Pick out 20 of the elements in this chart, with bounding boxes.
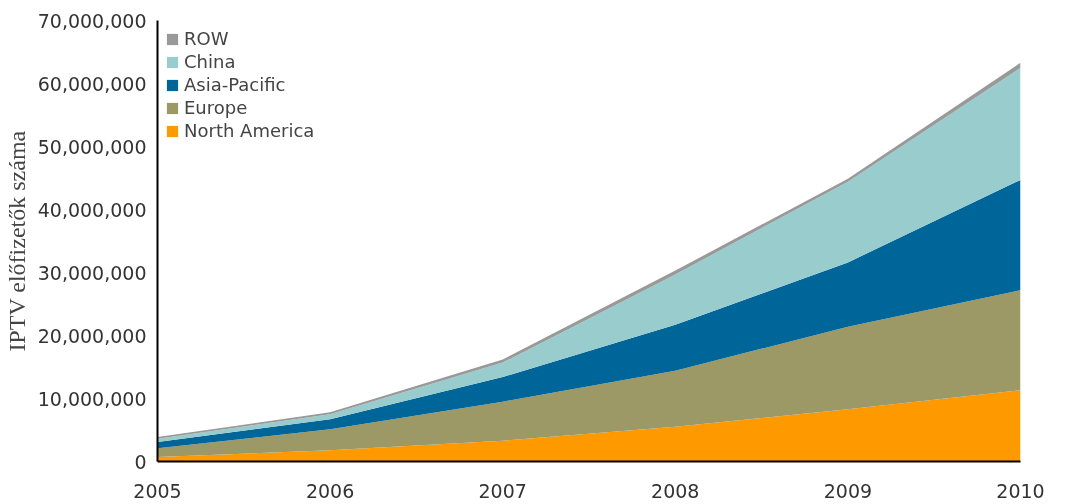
y-tick-label: 50,000,000	[37, 135, 147, 158]
y-tick-label: 0	[134, 450, 147, 473]
x-tick-label: 2007	[478, 479, 527, 502]
legend-label: China	[184, 51, 236, 72]
x-tick-label: 2006	[305, 479, 355, 502]
y-axis-title: IPTV előfizetők száma	[3, 130, 30, 352]
y-tick-label: 20,000,000	[37, 324, 147, 347]
y-tick-label: 30,000,000	[37, 261, 147, 284]
y-tick-label: 40,000,000	[37, 198, 147, 221]
legend-label: Asia-Pacific	[184, 74, 286, 95]
legend-label: ROW	[184, 28, 229, 49]
x-tick-label: 2008	[651, 479, 700, 502]
y-tick-label: 60,000,000	[37, 72, 147, 95]
y-tick-label: 70,000,000	[37, 9, 147, 32]
y-tick-label: 10,000,000	[37, 387, 147, 410]
x-tick-label: 2005	[133, 479, 182, 502]
legend-label: North America	[184, 120, 315, 141]
legend-label: Europe	[184, 97, 248, 118]
x-tick-label: 2009	[823, 479, 873, 502]
x-tick-label: 2010	[996, 479, 1045, 502]
